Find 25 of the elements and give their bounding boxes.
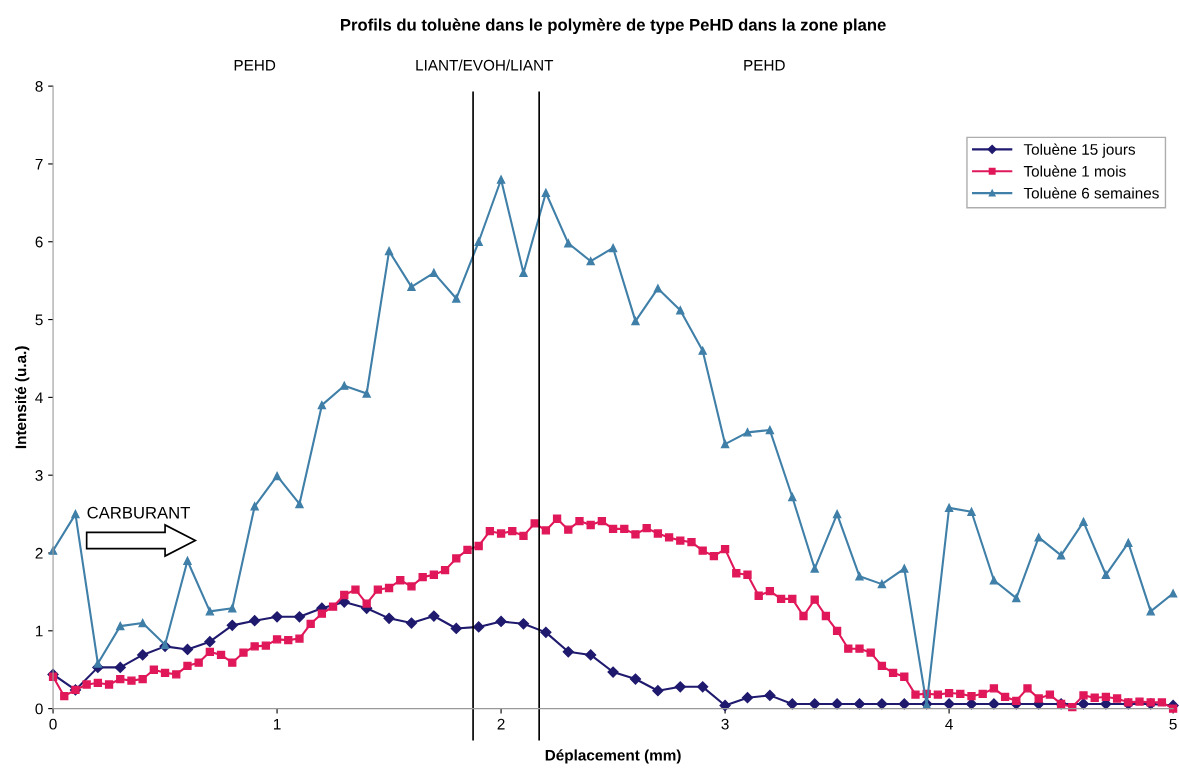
y-tick-label: 7	[35, 158, 43, 170]
legend-label: Toluène 1 mois	[1023, 165, 1126, 177]
x-tick-label: 3	[721, 718, 729, 730]
y-tick-label: 6	[35, 236, 43, 248]
x-tick-label: 4	[945, 718, 953, 730]
x-tick-label: 1	[273, 718, 281, 730]
y-axis-title: Intensité (u.a.)	[14, 346, 30, 449]
y-tick-label: 1	[36, 625, 43, 637]
text: PEHD	[234, 60, 276, 71]
x-tick-label: 0	[49, 718, 57, 730]
x-axis-title: Déplacement (mm)	[545, 749, 681, 764]
y-tick-label: 5	[35, 314, 43, 326]
annotation: CARBURANT	[87, 506, 190, 519]
y-tick-label: 3	[35, 470, 43, 481]
text: LIANT/EVOH/LIANT	[416, 59, 554, 71]
y-tick-label: 4	[35, 392, 43, 403]
text: PEHD	[744, 60, 785, 71]
y-tick-label: 8	[35, 81, 43, 92]
x-tick-label: 2	[497, 718, 505, 730]
x-tick-label: 5	[1169, 718, 1177, 730]
legend-label: Toluène 15 jours	[1023, 143, 1136, 158]
y-tick-label: 2	[35, 547, 43, 559]
legend-label: Toluène 6 semaines	[1023, 187, 1159, 199]
chart-title: Profils du toluène dans le polymère de type PeHD dans la zone plane	[341, 18, 886, 35]
y-tick-label: 0	[35, 703, 43, 715]
